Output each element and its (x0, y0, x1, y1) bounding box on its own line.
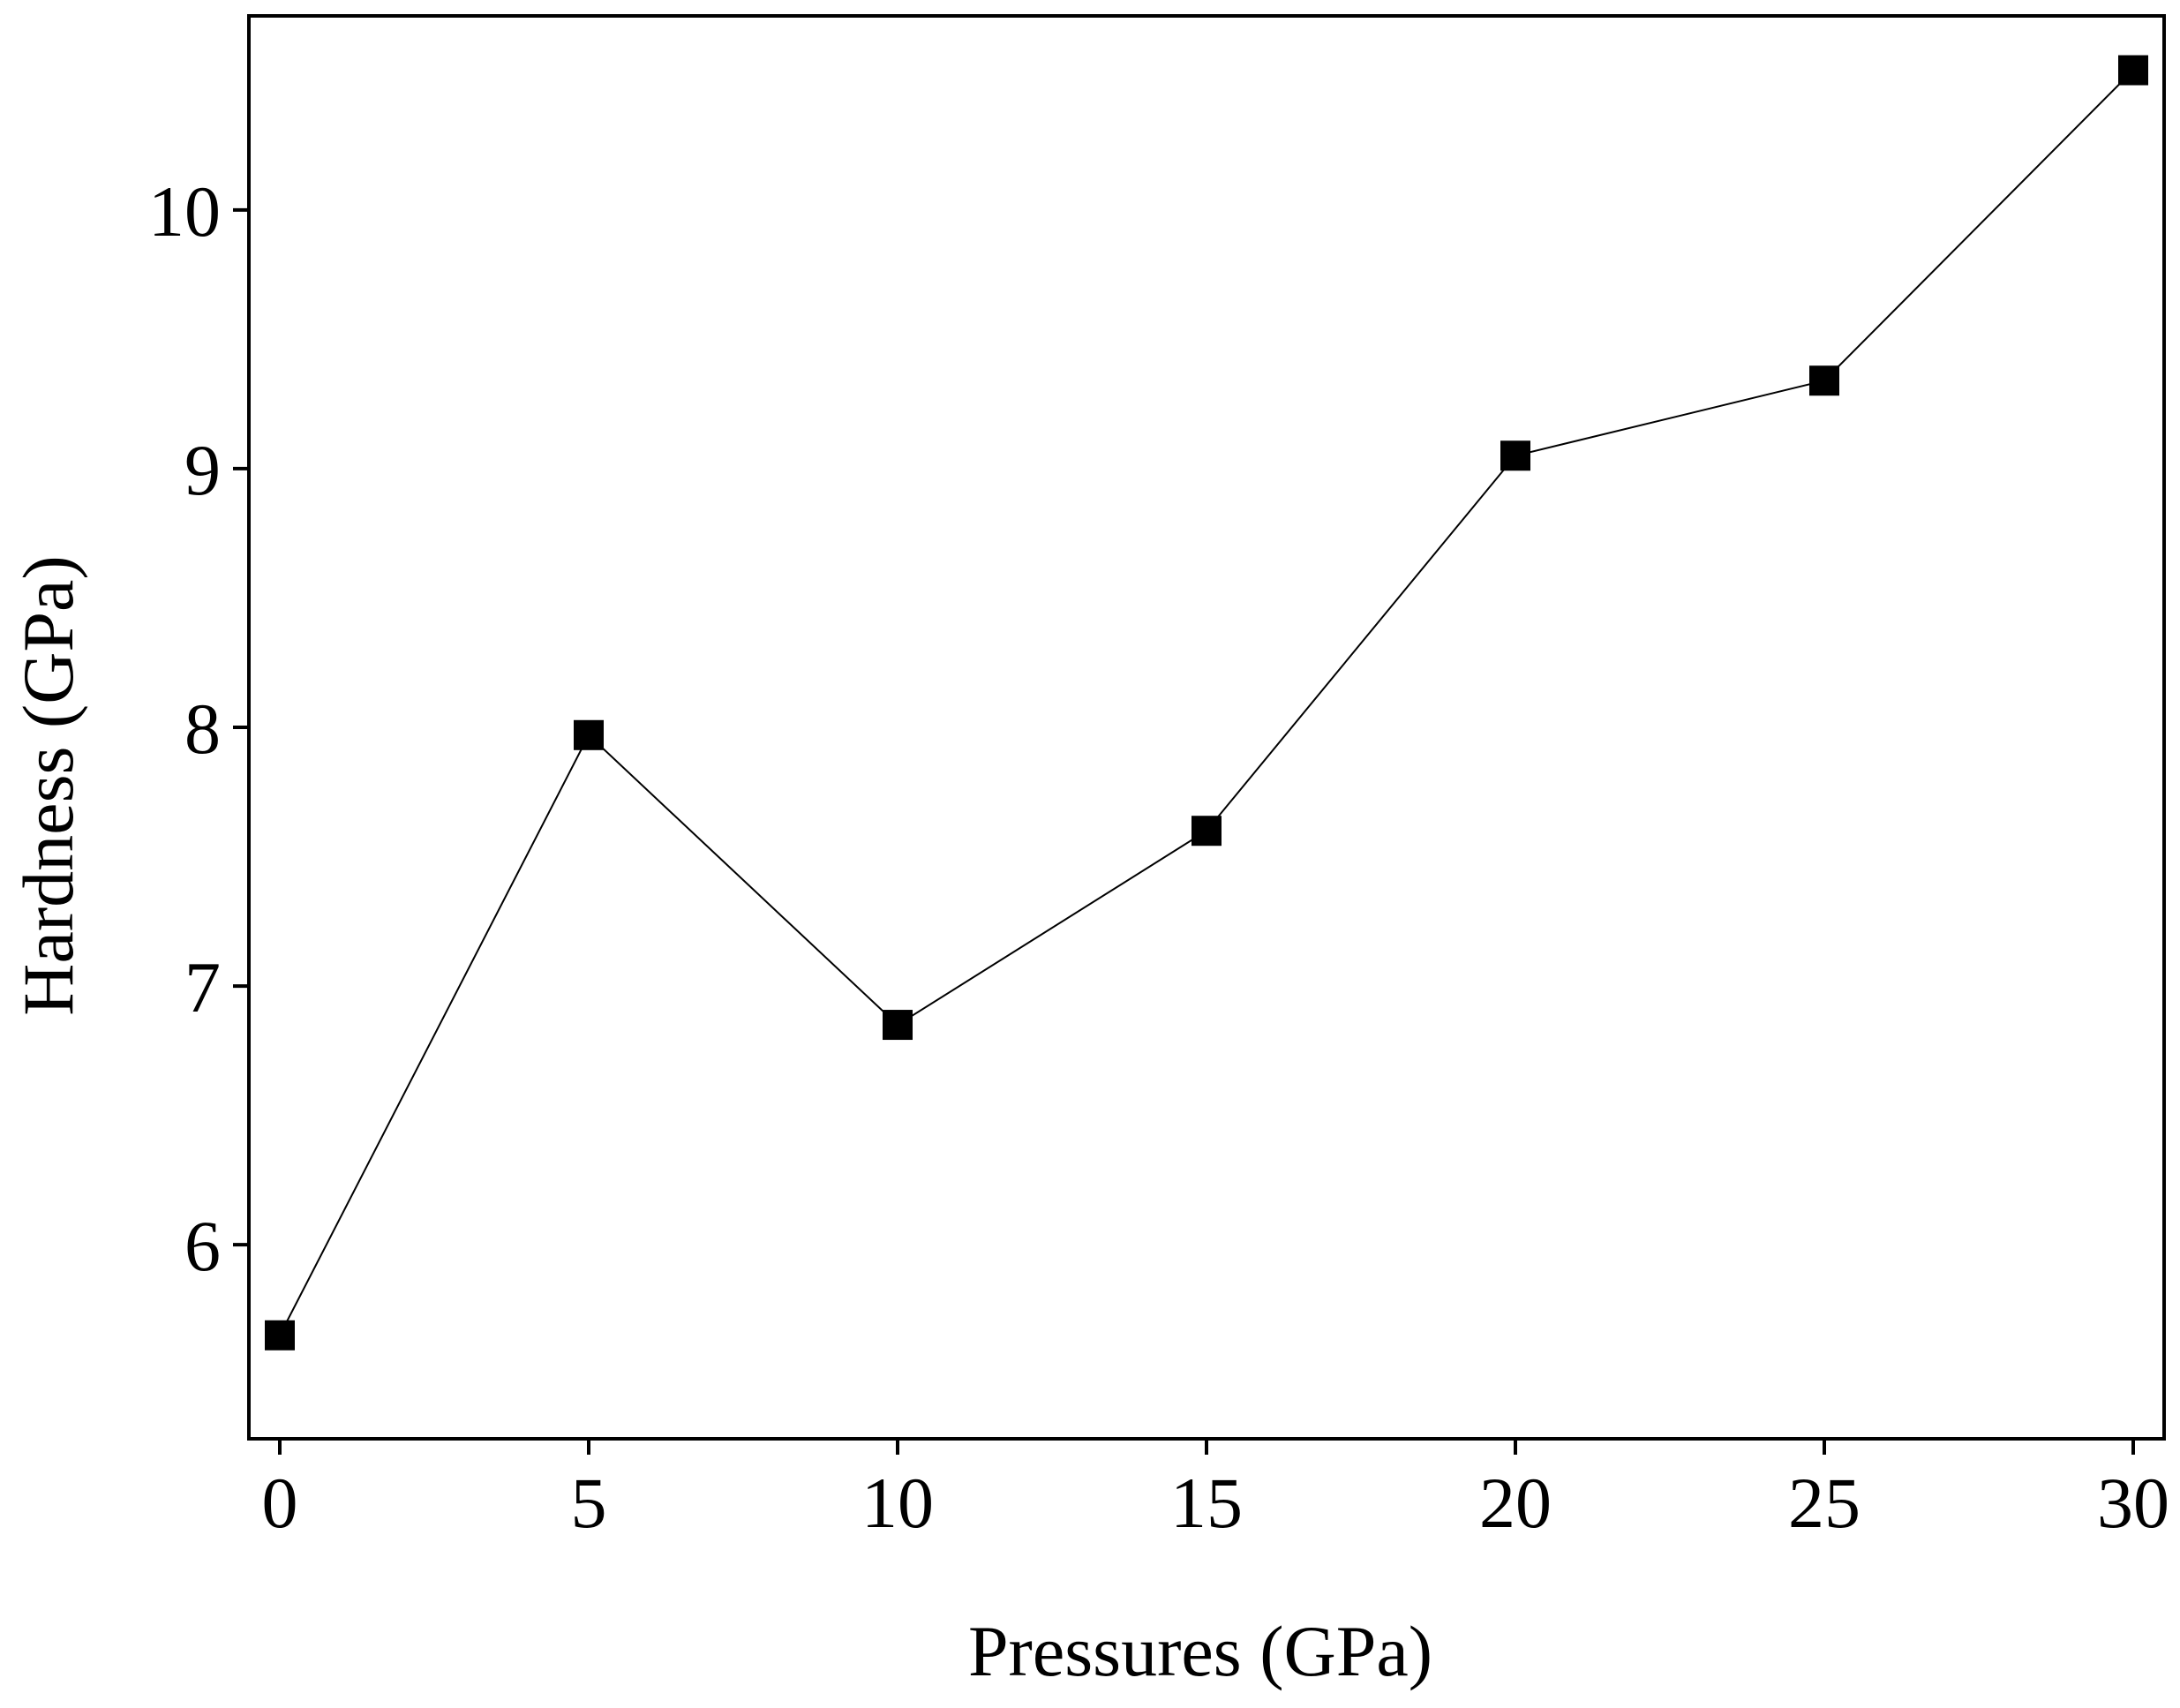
x-tick-label: 10 (861, 1463, 934, 1543)
data-point-marker (2118, 55, 2148, 86)
x-tick-label: 30 (2097, 1463, 2169, 1543)
y-tick-label: 7 (184, 947, 221, 1027)
data-point-marker (265, 1320, 295, 1351)
plot-frame (247, 14, 2166, 1441)
y-axis-title: Hardness (GPa) (8, 555, 88, 1015)
x-axis-ticks: 0 5 10 15 20 25 30 (262, 1439, 2169, 1543)
x-tick-label: 20 (1479, 1463, 1552, 1543)
x-axis-title: Pressures (GPa) (968, 1611, 1432, 1691)
x-tick-label: 25 (1788, 1463, 1861, 1543)
y-tick-label: 9 (184, 430, 221, 510)
series-line (279, 69, 2134, 1336)
x-tick-label: 15 (1170, 1463, 1243, 1543)
data-point-marker (1191, 816, 1222, 846)
y-tick-label: 6 (184, 1206, 221, 1286)
y-tick-label: 10 (148, 171, 221, 252)
x-tick-label: 0 (262, 1463, 298, 1543)
y-tick-label: 8 (184, 688, 221, 769)
series-layer (265, 55, 2148, 1351)
x-tick-label: 5 (571, 1463, 607, 1543)
data-point-marker (1500, 440, 1530, 471)
data-point-marker (1809, 365, 1839, 396)
data-point-marker (883, 1010, 913, 1041)
data-point-marker (574, 719, 604, 750)
y-axis-ticks: 6 7 8 9 10 (148, 171, 249, 1286)
